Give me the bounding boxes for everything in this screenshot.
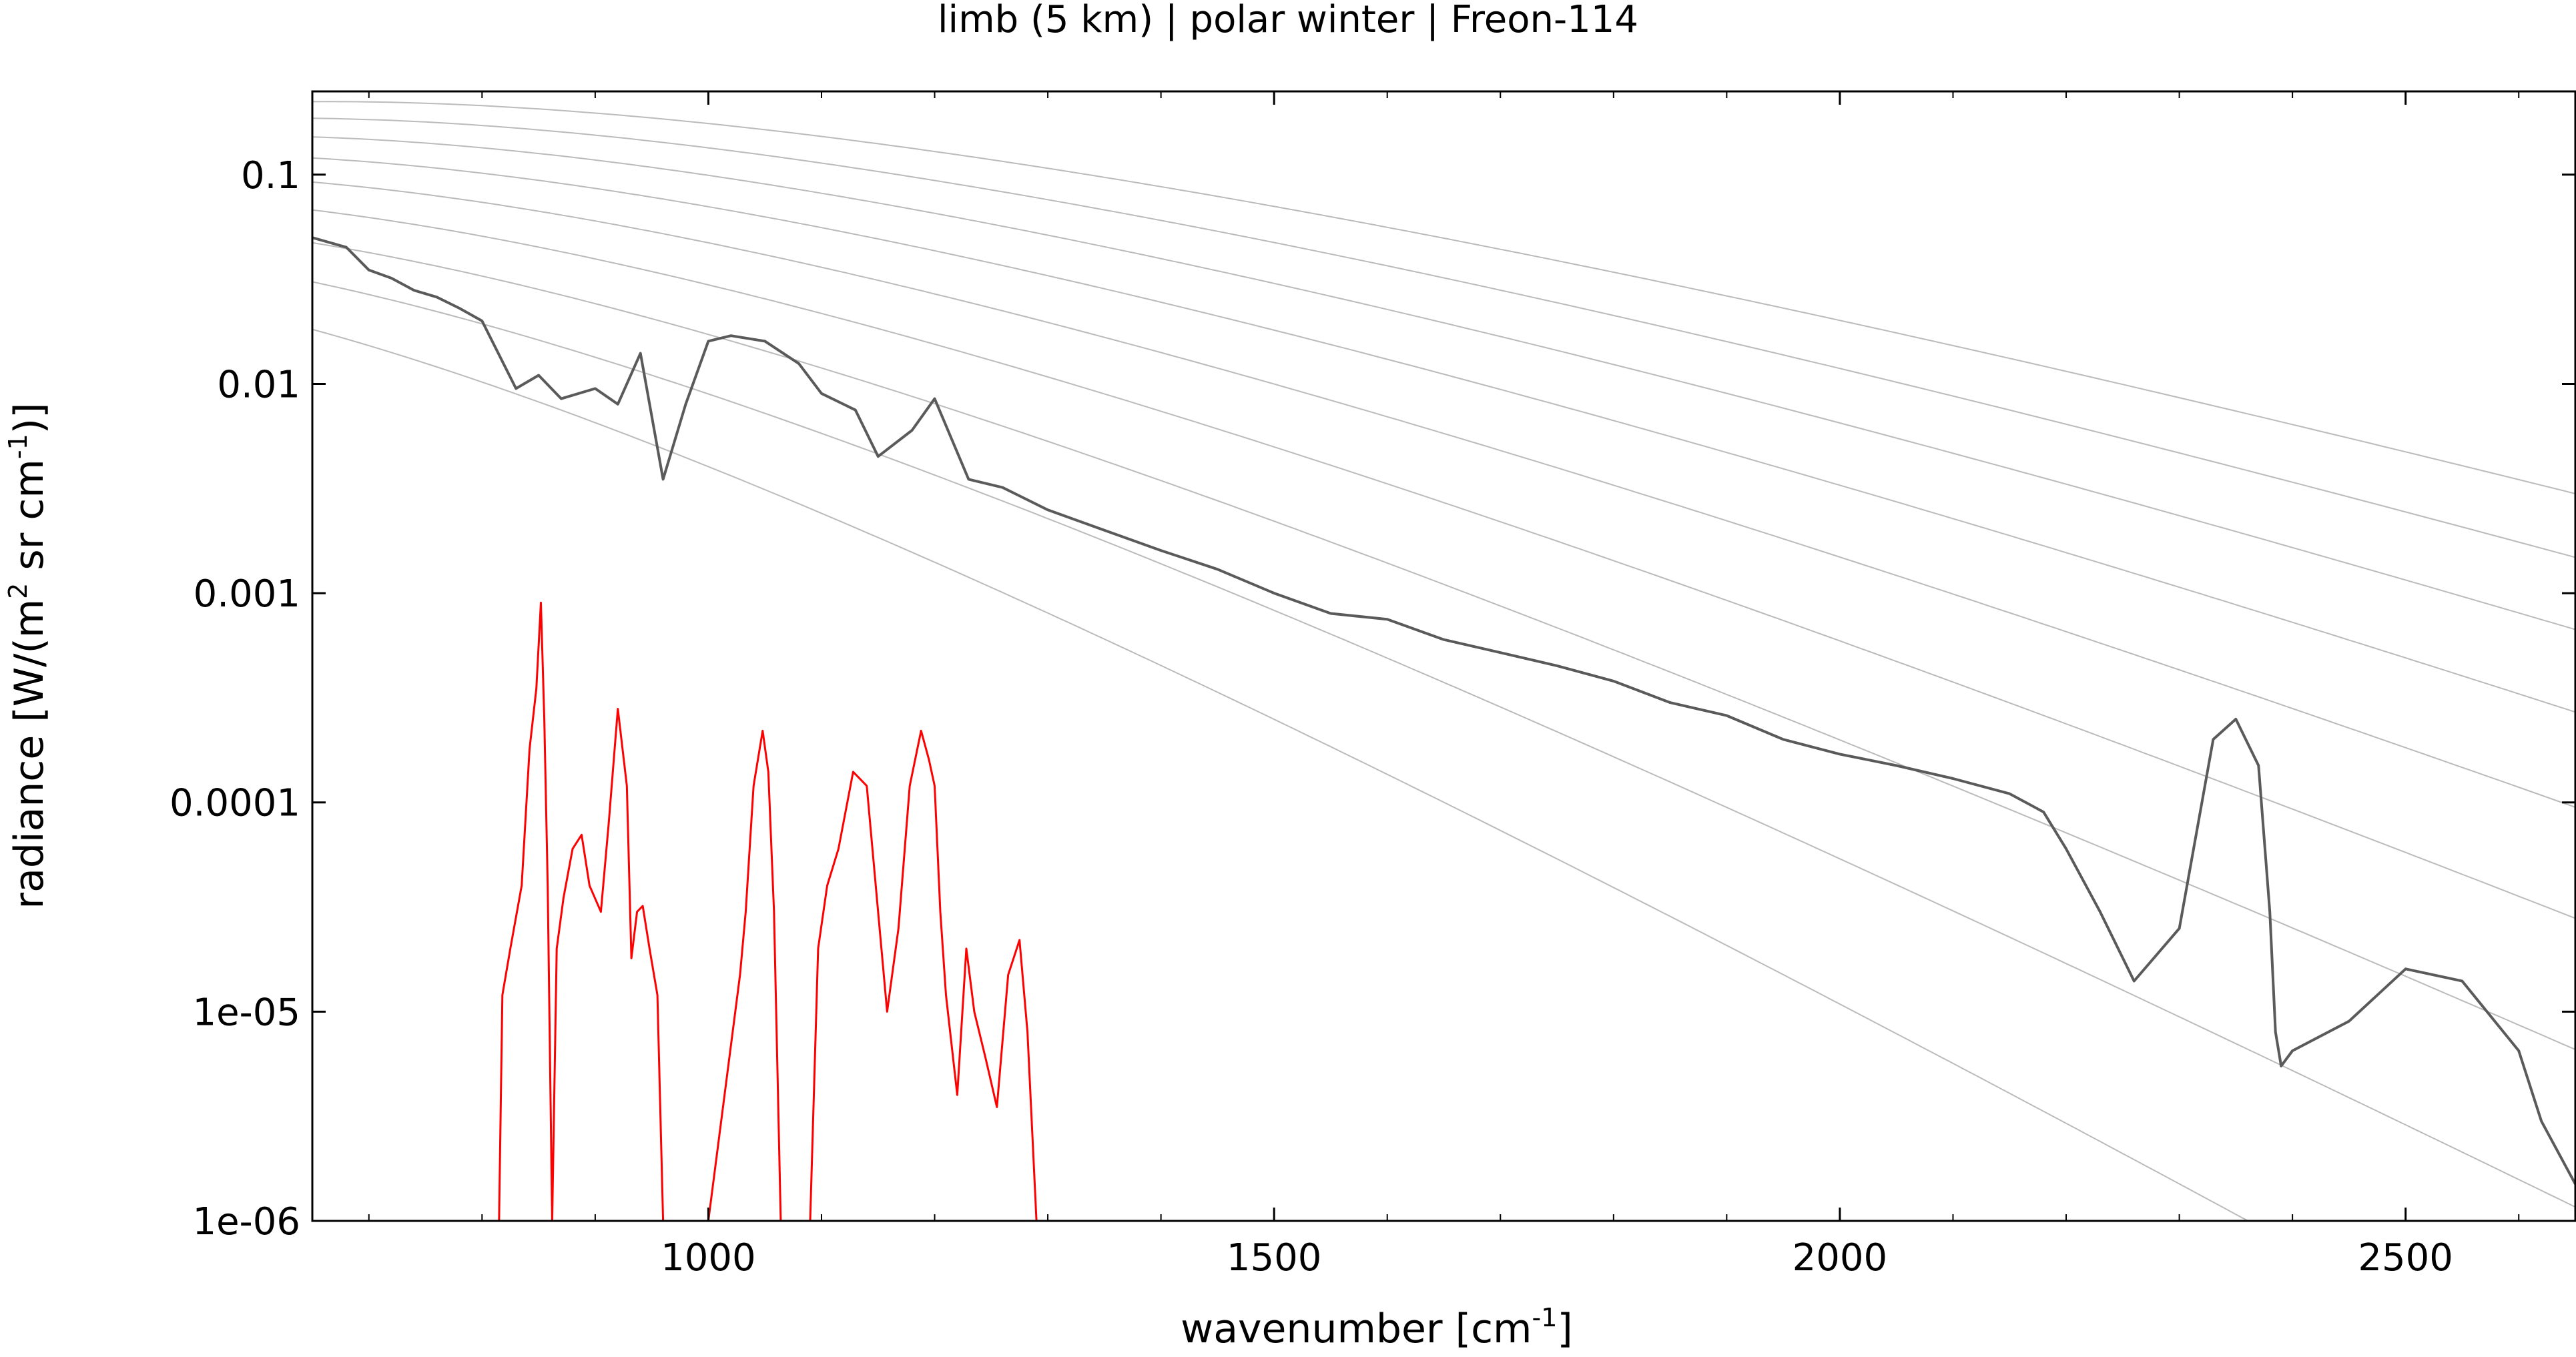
x-axis: 1000 1500 2000 2500 [368,91,2520,1280]
y-axis-label: radiance [W/(m2 sr cm-1)] [3,402,53,909]
x-tick-label: 2500 [2358,1236,2453,1280]
y-tick-label: 0.01 [217,363,300,406]
y-axis: 0.1 0.01 0.001 0.0001 1e-05 1e-06 [170,154,2575,1244]
x-axis-label: wavenumber [cm-1] [1181,1303,1573,1352]
series-freon-114 [498,601,1038,1221]
y-tick-label: 1e-06 [192,1200,300,1244]
blackbody-curve-340K [312,101,2575,494]
blackbody-curve-300K [312,136,2575,630]
y-tick-label: 0.1 [241,154,300,197]
y-tick-label: 0.001 [194,572,300,616]
blackbody-curve-180K [312,328,2250,1221]
plot-frame [311,90,2576,1222]
blackbody-curve-260K [312,181,2575,808]
x-tick-label: 2000 [1793,1236,1888,1280]
x-tick-label: 1500 [1227,1236,1322,1280]
blackbody-curve-200K [312,281,2575,1208]
y-tick-label: 0.0001 [170,782,300,825]
x-tick-label: 1000 [661,1236,756,1280]
total-radiance-line [312,236,2575,1185]
reference-curves [312,101,2575,1221]
blackbody-curve-320K [312,117,2575,558]
series-total-radiance [312,236,2575,1185]
chart-title: limb (5 km) | polar winter | Freon-114 [938,0,1638,41]
freon-114-contribution-line [498,601,1038,1221]
y-tick-label: 1e-05 [192,991,300,1034]
blackbody-curve-220K [312,242,2575,1051]
blackbody-curve-280K [312,157,2575,713]
blackbody-curve-240K [312,209,2575,919]
